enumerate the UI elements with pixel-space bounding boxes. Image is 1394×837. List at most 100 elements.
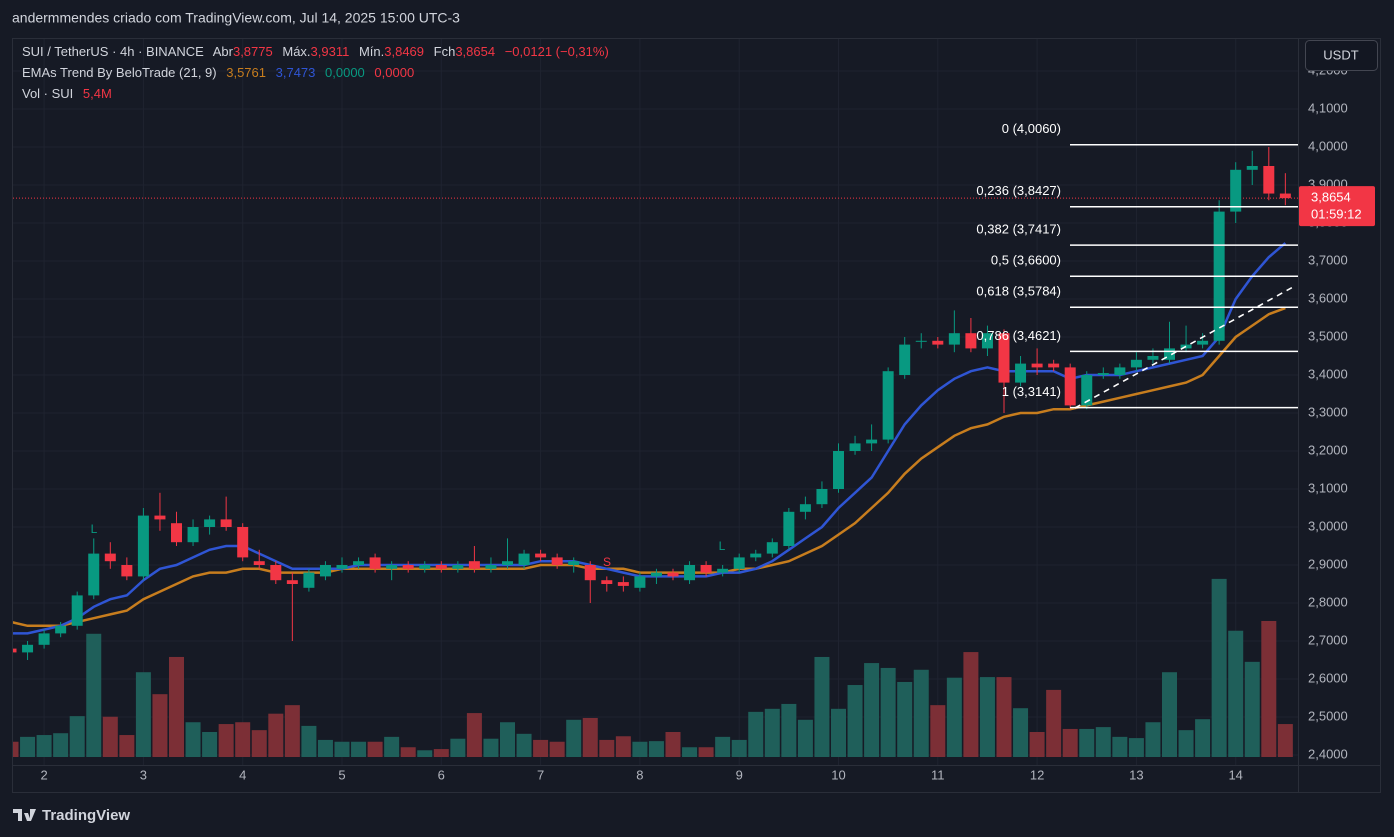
x-tick-label: 3 [140, 767, 147, 782]
candle-body [518, 553, 530, 565]
candle-body [1031, 363, 1043, 368]
candle-body [998, 333, 1010, 383]
indicator-value: 0,0000 [325, 65, 365, 80]
volume-bar [202, 731, 218, 757]
y-tick-label: 2,6000 [1308, 670, 1348, 685]
candle-body [55, 625, 67, 634]
volume-bar [781, 703, 797, 757]
volume-bar [831, 708, 846, 757]
ohlc-value: 3,8775 [233, 44, 273, 59]
volume-bar [648, 741, 664, 757]
candle-body [535, 553, 547, 558]
candle-body [452, 565, 464, 569]
fib-label: 0,618 (3,5784) [976, 284, 1061, 299]
candle-body [1230, 169, 1242, 212]
candle-body [237, 527, 249, 558]
candle-body [584, 565, 596, 581]
candle-body [849, 443, 861, 451]
volume-bar [1013, 708, 1029, 757]
volume-bar [53, 733, 69, 757]
indicator-value: 0,0000 [374, 65, 414, 80]
volume-bar [665, 731, 681, 757]
candle-body [915, 340, 927, 342]
x-tick-label: 5 [338, 767, 345, 782]
footer-text: TradingView [42, 807, 130, 824]
candle-body [1130, 359, 1142, 368]
x-tick-label: 2 [40, 767, 47, 782]
signal-label: L [91, 522, 98, 536]
candle-body [1279, 193, 1291, 199]
volume-bar [847, 685, 863, 757]
volume-bar [1046, 689, 1062, 757]
candle-body [468, 561, 480, 569]
x-tick-label: 6 [438, 767, 445, 782]
volume-bar [698, 747, 714, 757]
y-tick-label: 3,2000 [1308, 442, 1348, 457]
volume-bar [1244, 661, 1260, 757]
candle-body [154, 515, 166, 520]
candle-body [38, 633, 50, 645]
x-tick-label: 10 [831, 767, 845, 782]
candle-body [71, 595, 83, 626]
volume-bar [235, 722, 251, 757]
volume-bar [433, 749, 449, 757]
y-tick-label: 3,6000 [1308, 290, 1348, 305]
currency-button-box[interactable] [1305, 40, 1378, 71]
ohlc-value: 3,8654 [455, 44, 495, 59]
currency-button-label[interactable]: USDT [1323, 47, 1358, 62]
candle-body [1246, 166, 1258, 170]
volume-bar [284, 705, 300, 757]
x-tick-label: 13 [1129, 767, 1143, 782]
candle-body [981, 333, 993, 349]
header-text: andermmendes criado com TradingView.com,… [12, 10, 460, 26]
candle-body [568, 561, 580, 565]
y-tick-label: 2,7000 [1308, 632, 1348, 647]
candle-body [899, 344, 911, 375]
currency-button[interactable]: USDT [1305, 40, 1378, 71]
volume-bar [1029, 731, 1045, 757]
candle-body [1097, 373, 1109, 375]
volume-bar [996, 677, 1012, 757]
volume-title: Vol · SUI [22, 86, 73, 101]
fib-label: 0,5 (3,6600) [991, 253, 1061, 268]
volume-bar [86, 633, 102, 757]
volume-bar [748, 711, 764, 757]
y-tick-label: 2,9000 [1308, 556, 1348, 571]
logo-mark [13, 809, 36, 821]
candle-body [319, 565, 331, 577]
volume-bar [814, 656, 830, 757]
candle-body [1048, 363, 1060, 368]
candle-body [717, 568, 729, 573]
volume-bar [20, 736, 36, 757]
volume-bar [400, 747, 416, 757]
candle-body [965, 333, 977, 349]
candle-body [750, 553, 762, 558]
ohlc-value: 3,8469 [384, 44, 424, 59]
volume-bar [566, 719, 582, 757]
volume-bar [682, 747, 698, 757]
volume-bar [797, 719, 813, 757]
candle-body [866, 439, 878, 444]
volume-bar [1112, 736, 1128, 757]
volume-bar [615, 736, 631, 757]
candle-body [684, 565, 696, 581]
volume-bar [251, 730, 267, 757]
volume-bar [1079, 728, 1095, 757]
volume-bar [599, 739, 615, 757]
axes: 2,4000 2,5000 2,6000 2,7000 2,8000 2,9000 3,00… [40, 62, 1375, 782]
volume-bar [169, 656, 184, 757]
x-tick-label: 11 [931, 767, 945, 782]
volume-bar [1261, 620, 1277, 757]
candle-body [13, 648, 17, 653]
volume-bar [880, 667, 896, 757]
volume-bar [764, 708, 780, 757]
indicator-name: EMAs Trend By BeloTrade (21, 9) [22, 65, 217, 80]
volume-bar [384, 736, 400, 757]
y-tick-label: 3,1000 [1308, 480, 1348, 495]
candle-body [485, 565, 497, 569]
ohlc-label: Abr [213, 44, 234, 59]
ohlc-value: 3,9311 [311, 44, 350, 59]
volume-bar [334, 741, 350, 757]
volume-bar [1128, 738, 1144, 757]
